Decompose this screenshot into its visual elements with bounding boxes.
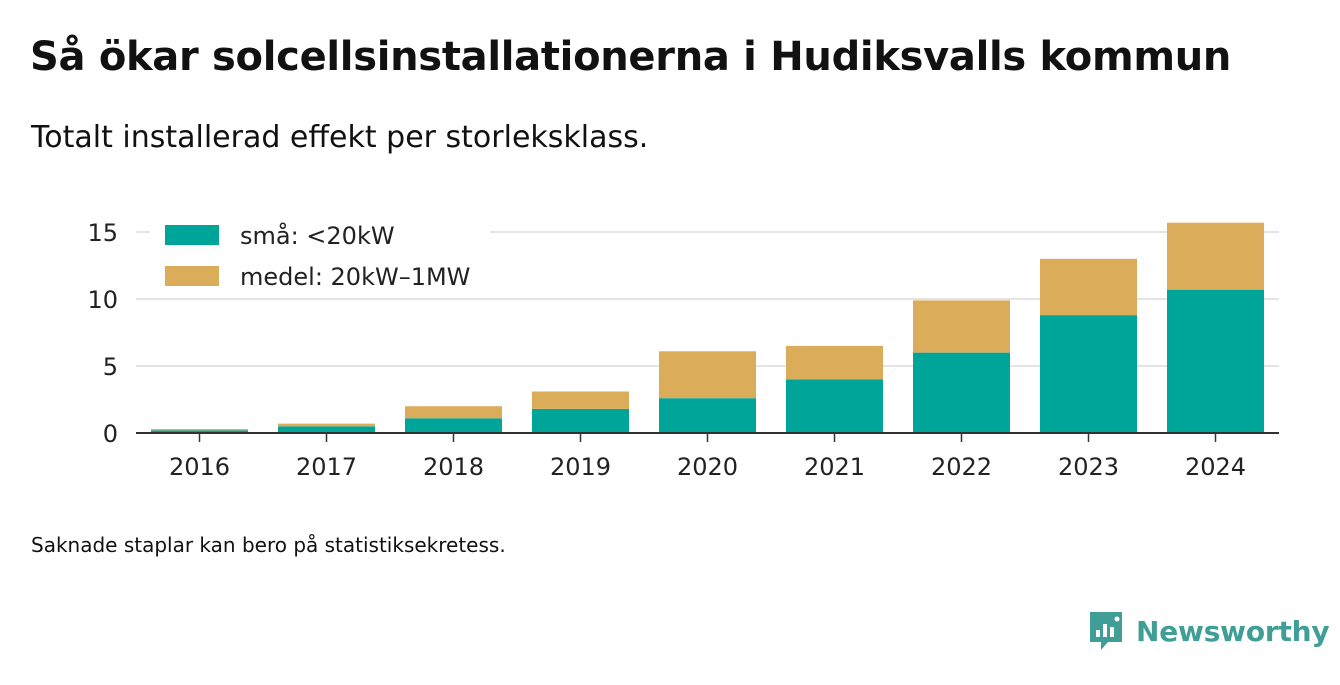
- x-tick-label: 2024: [1185, 453, 1246, 481]
- brand-name: Newsworthy: [1136, 614, 1330, 648]
- x-tick-label: 2017: [296, 453, 357, 481]
- legend: små: <20kW medel: 20kW–1MW: [150, 214, 490, 296]
- bar-sma-2016: [151, 430, 248, 433]
- bar-medel-2018: [405, 406, 502, 419]
- bar-sma-2018: [405, 418, 502, 433]
- bar-medel-2016: [151, 428, 248, 431]
- y-tick-label: 10: [87, 286, 118, 314]
- bar-sma-2022: [913, 352, 1010, 433]
- y-tick-label: 15: [87, 219, 118, 247]
- brand: Newsworthy: [1088, 610, 1330, 652]
- bars: [151, 222, 1264, 433]
- y-tick-label: 0: [103, 420, 118, 448]
- x-tick-label: 2021: [804, 453, 865, 481]
- x-tick-label: 2016: [169, 453, 230, 481]
- newsworthy-logo-icon: [1090, 612, 1122, 650]
- bar-medel-2024: [1167, 222, 1264, 290]
- bar-medel-2021: [786, 345, 883, 380]
- axes: 0 5 10 15 2016 2017 2018 2019 2020 2021 2022 2023 20…: [87, 219, 1279, 481]
- bar-medel-2020: [659, 351, 756, 399]
- chart-subtitle: Totalt installerad effekt per storlekskl…: [31, 120, 649, 155]
- x-tick-label: 2018: [423, 453, 484, 481]
- legend-swatch: [165, 225, 219, 245]
- x-tick-label: 2022: [931, 453, 992, 481]
- x-tick-label: 2019: [550, 453, 611, 481]
- bar-medel-2022: [913, 300, 1010, 353]
- legend-swatch: [165, 266, 219, 286]
- chart-title: Så ökar solcellsinstallationerna i Hudik…: [30, 34, 1232, 80]
- footnote: Saknade staplar kan bero på statistiksek…: [31, 533, 506, 557]
- bar-sma-2021: [786, 379, 883, 433]
- bar-sma-2017: [278, 426, 375, 433]
- bar-medel-2023: [1040, 258, 1137, 316]
- legend-label: medel: 20kW–1MW: [240, 263, 470, 291]
- bar-sma-2024: [1167, 289, 1264, 433]
- y-tick-label: 5: [103, 353, 118, 381]
- stacked-bar-chart: 0 5 10 15 2016 2017 2018 2019 2020 2021 2022 2023 20…: [87, 214, 1279, 481]
- bar-sma-2023: [1040, 315, 1137, 433]
- bar-sma-2019: [532, 408, 629, 433]
- bar-medel-2017: [278, 423, 375, 427]
- x-tick-label: 2020: [677, 453, 738, 481]
- x-tick-label: 2023: [1058, 453, 1119, 481]
- legend-label: små: <20kW: [240, 221, 395, 250]
- bar-sma-2020: [659, 398, 756, 433]
- bar-medel-2019: [532, 391, 629, 409]
